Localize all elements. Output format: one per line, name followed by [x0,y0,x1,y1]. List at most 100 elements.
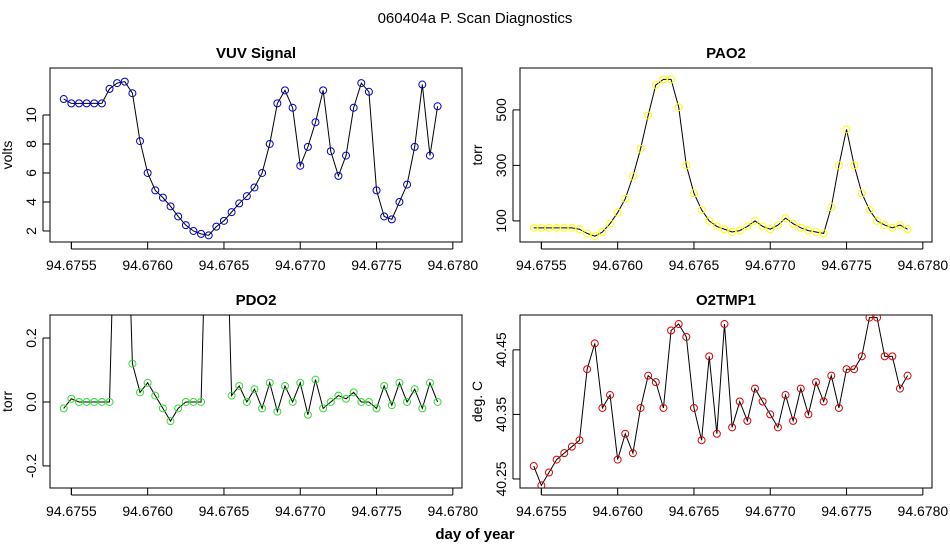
data-point [773,221,782,230]
series-line [63,81,439,236]
data-point [583,229,592,238]
data-point [750,216,759,225]
page-title: 060404a P. Scan Diagnostics [378,10,573,27]
data-point [575,225,584,234]
data-point [682,332,691,341]
data-point [121,111,128,118]
panel: PDO2 torr 94.6755 94.6760 94.6765 94.6770 94.6… [0,111,478,519]
data-point [174,404,183,413]
data-point [380,212,389,221]
plot-box [519,67,933,243]
data-point [674,320,683,329]
data-point [857,352,866,361]
data-point [766,410,775,419]
y-axis-label: volts [0,141,15,170]
data-point [166,417,175,426]
data-point [857,189,866,198]
x-tick-label: 94.6755 [516,503,567,519]
x-tick-label: 94.6775 [821,503,872,519]
data-point [812,378,821,387]
data-layer [529,75,912,241]
data-point [529,462,538,471]
data-point [819,229,828,238]
data-point [265,378,274,387]
data-point [621,429,630,438]
data-point [667,326,676,335]
data-point [789,219,798,228]
data-point [273,99,282,108]
data-point [850,365,859,374]
data-point [433,397,442,406]
data-point [114,111,121,118]
data-point [372,186,381,195]
x-tick-label: 94.6765 [669,257,720,273]
x-tick-label: 94.6770 [745,503,796,519]
data-point [189,397,198,406]
data-point [205,111,212,118]
data-point [258,404,267,413]
data-point [590,339,599,348]
y-tick-label: 4 [23,198,39,206]
data-point [758,222,767,231]
data-point [151,391,160,400]
data-point [819,397,828,406]
data-point [796,384,805,393]
data-point [288,103,297,112]
data-point [834,161,843,170]
data-point [258,168,267,177]
data-point [181,221,190,230]
panel: VUV Signal volts 94.6755 94.6760 94.6765 94.6… [0,45,478,273]
data-point [880,352,889,361]
data-point [735,397,744,406]
panel: PAO2 torr 94.6755 94.6760 94.6765 94.6770 94.6… [469,45,948,273]
data-point [303,410,312,419]
x-tick-label: 94.6760 [592,257,643,273]
data-point [659,75,668,84]
data-point [689,189,698,198]
y-tick-label: 0.2 [23,328,39,348]
data-point [113,79,122,88]
data-point [781,391,790,400]
data-point [197,229,206,238]
x-tick-label: 94.6760 [122,257,173,273]
data-point [644,111,653,120]
data-point [418,404,427,413]
data-point [781,214,790,223]
data-point [296,378,305,387]
data-point [651,80,660,89]
data-point [90,99,99,108]
x-tick-label: 94.6755 [46,257,97,273]
data-point [311,118,320,127]
data-point [235,381,244,390]
data-point [349,388,358,397]
data-point [143,168,152,177]
data-point [235,199,244,208]
data-point [529,223,538,232]
y-tick-label: 40.45 [493,332,509,367]
data-point [410,142,419,151]
data-point [74,397,83,406]
data-point [789,416,798,425]
data-point [728,228,737,237]
x-tick-label: 94.6780 [428,257,479,273]
data-point [644,371,653,380]
data-point [880,221,889,230]
data-point [174,212,183,221]
data-point [242,192,251,201]
data-point [67,394,76,403]
x-tick-label: 94.6780 [898,503,949,519]
data-point [903,371,912,380]
data-point [151,186,160,195]
data-point [537,481,546,488]
x-tick-label: 94.6765 [199,503,250,519]
data-point [403,397,412,406]
data-point [82,99,91,108]
data-point [750,384,759,393]
data-point [812,228,821,237]
data-point [636,144,645,153]
y-tick-label: 300 [493,154,509,178]
data-point [288,397,297,406]
data-point [59,404,68,413]
series-line [63,315,439,423]
data-point [873,216,882,225]
